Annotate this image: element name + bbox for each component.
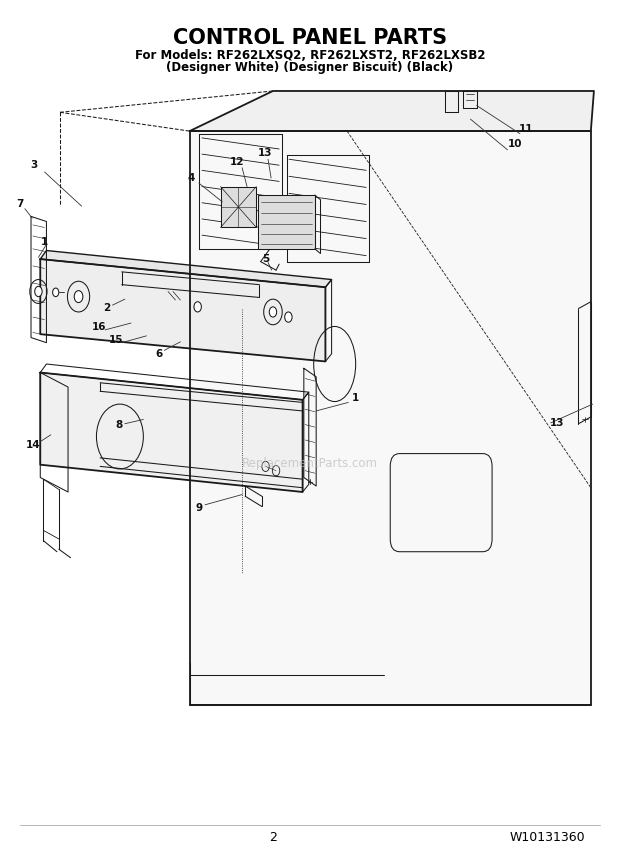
Polygon shape [190,91,594,131]
Text: 15: 15 [108,335,123,345]
Text: ReplacementParts.com: ReplacementParts.com [242,457,378,470]
Text: (Designer White) (Designer Biscuit) (Black): (Designer White) (Designer Biscuit) (Bla… [166,62,454,74]
Circle shape [269,306,277,317]
Polygon shape [40,251,332,288]
Text: 5: 5 [262,254,269,264]
Polygon shape [40,259,326,361]
Text: 4: 4 [188,173,195,183]
Text: 11: 11 [519,123,533,134]
Bar [258,195,315,249]
Text: 1: 1 [41,237,48,247]
Text: 1: 1 [352,393,359,403]
Text: W10131360: W10131360 [510,831,585,844]
Circle shape [194,301,202,312]
Text: 3: 3 [30,160,37,170]
Circle shape [285,312,292,322]
Bar [221,187,256,228]
Circle shape [53,288,59,296]
Polygon shape [40,372,303,492]
Text: 10: 10 [508,139,523,149]
Text: 9: 9 [195,503,203,514]
Text: 2: 2 [103,303,110,312]
Text: 13: 13 [550,418,564,428]
Text: 2: 2 [269,831,277,844]
Text: 13: 13 [258,148,272,158]
Text: 7: 7 [16,199,24,210]
Text: 6: 6 [156,348,163,359]
Text: 14: 14 [26,440,41,450]
Text: For Models: RF262LXSQ2, RF262LXST2, RF262LXSB2: For Models: RF262LXSQ2, RF262LXST2, RF26… [135,49,485,62]
Text: 8: 8 [115,420,122,431]
Text: CONTROL PANEL PARTS: CONTROL PANEL PARTS [173,28,447,48]
Circle shape [74,291,83,302]
Polygon shape [190,131,591,705]
Text: 16: 16 [92,323,106,332]
Text: 12: 12 [230,157,244,167]
Circle shape [35,287,42,296]
